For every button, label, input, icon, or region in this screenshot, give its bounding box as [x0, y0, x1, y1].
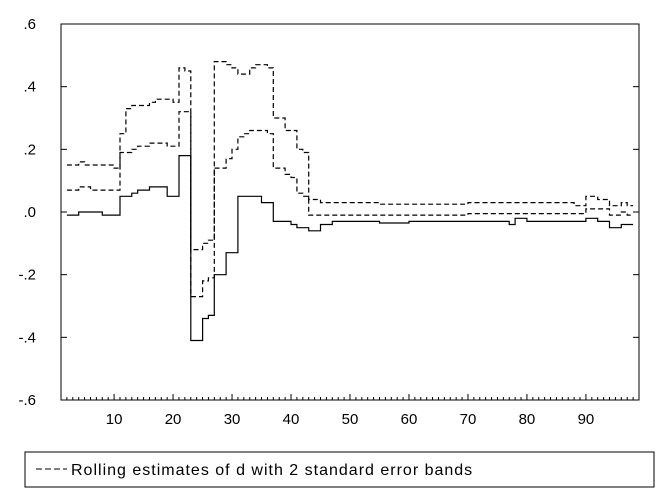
- x-tick-label: 80: [519, 411, 536, 428]
- y-tick-label: .6: [23, 16, 36, 33]
- y-tick-label: .2: [23, 141, 36, 158]
- series-layer: [66, 61, 634, 342]
- y-tick-label: -.6: [18, 392, 36, 409]
- x-tick-label: 10: [106, 411, 123, 428]
- legend: Rolling estimates of d with 2 standard e…: [24, 451, 655, 488]
- x-tick-label: 50: [342, 411, 359, 428]
- legend-box: [24, 451, 655, 488]
- x-tick-label: 20: [165, 411, 182, 428]
- x-tick-label: 30: [224, 411, 241, 428]
- legend-label: Rolling estimates of d with 2 standard e…: [71, 462, 473, 479]
- x-tick-label: 40: [283, 411, 300, 428]
- x-tick-label: 90: [578, 411, 595, 428]
- series-lower-band: [66, 155, 634, 342]
- plot-frame: [60, 23, 640, 401]
- series-upper-band: [66, 61, 634, 251]
- y-tick-label: .0: [23, 204, 36, 221]
- x-tick-label: 70: [460, 411, 477, 428]
- y-tick-label: -.4: [18, 329, 36, 346]
- x-tick-label: 60: [401, 411, 418, 428]
- y-tick-label: .4: [23, 79, 36, 96]
- x-axis: 10 20 30 40 50 60 70 80 90: [60, 394, 640, 428]
- y-tick-label: -.2: [18, 267, 36, 284]
- series-estimate: [66, 111, 634, 298]
- y-axis: .6 .4 .2 .0 -.2 -.4 -.6: [18, 16, 639, 409]
